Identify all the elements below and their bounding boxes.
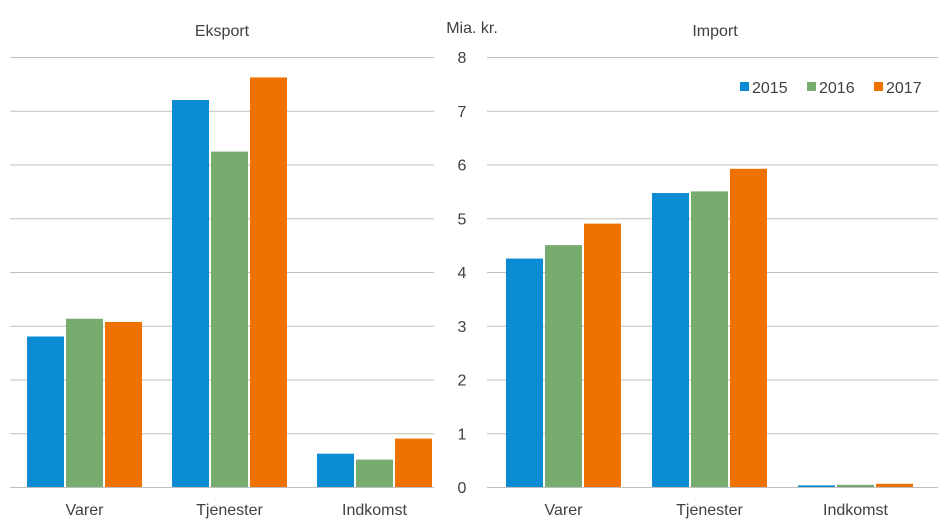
y-axis-unit: Mia. kr. [446, 20, 498, 37]
legend-label-2017: 2017 [886, 80, 922, 97]
y-tick-label: 2 [458, 373, 467, 390]
eksport-bar-tjenester-2017 [250, 77, 287, 488]
gridlines [10, 57, 938, 488]
import-panel-title: Import [692, 23, 738, 40]
eksport-bar-varer-2015 [27, 336, 64, 487]
legend-label-2016: 2016 [819, 80, 855, 97]
legend: 2015 2016 2017 [740, 80, 922, 97]
bars [27, 77, 913, 488]
legend-swatch-2017 [874, 82, 883, 91]
eksport-bar-indkomst-2017 [395, 438, 432, 487]
import-bar-indkomst-2016 [837, 484, 874, 487]
y-tick-label: 7 [458, 104, 467, 121]
import-bar-tjenester-2017 [730, 168, 767, 488]
y-tick-label: 5 [458, 211, 467, 228]
y-tick-label: 0 [458, 480, 467, 497]
import-category-label: Tjenester [676, 502, 743, 519]
import-bar-indkomst-2015 [798, 485, 835, 487]
y-tick-label: 6 [458, 158, 467, 175]
chart-labels: Mia. kr. 0 1 2 3 4 5 6 7 8 Eksport Varer Tjenester In… [66, 20, 889, 519]
import-bar-tjenester-2015 [652, 192, 689, 488]
import-bar-varer-2017 [584, 223, 621, 487]
eksport-bar-tjenester-2016 [211, 151, 248, 487]
legend-swatch-2016 [807, 82, 816, 91]
import-bar-varer-2015 [506, 258, 543, 487]
y-tick-label: 3 [458, 319, 467, 336]
import-bar-indkomst-2017 [876, 483, 913, 487]
y-tick-label: 4 [458, 265, 467, 282]
eksport-bar-indkomst-2016 [356, 459, 393, 487]
y-tick-label: 8 [458, 50, 467, 67]
eksport-bar-tjenester-2015 [172, 100, 209, 487]
legend-label-2015: 2015 [752, 80, 788, 97]
import-category-label: Varer [545, 502, 584, 519]
eksport-category-label: Indkomst [342, 502, 407, 519]
import-category-label: Indkomst [823, 502, 888, 519]
import-bar-tjenester-2016 [691, 191, 728, 487]
eksport-category-label: Tjenester [196, 502, 263, 519]
eksport-bar-varer-2016 [66, 318, 103, 487]
legend-swatch-2015 [740, 82, 749, 91]
eksport-category-label: Varer [66, 502, 105, 519]
eksport-bar-varer-2017 [105, 321, 142, 487]
eksport-panel-title: Eksport [195, 23, 250, 40]
import-bar-varer-2016 [545, 245, 582, 487]
y-tick-label: 1 [458, 426, 467, 443]
eksport-bar-indkomst-2015 [317, 453, 354, 487]
